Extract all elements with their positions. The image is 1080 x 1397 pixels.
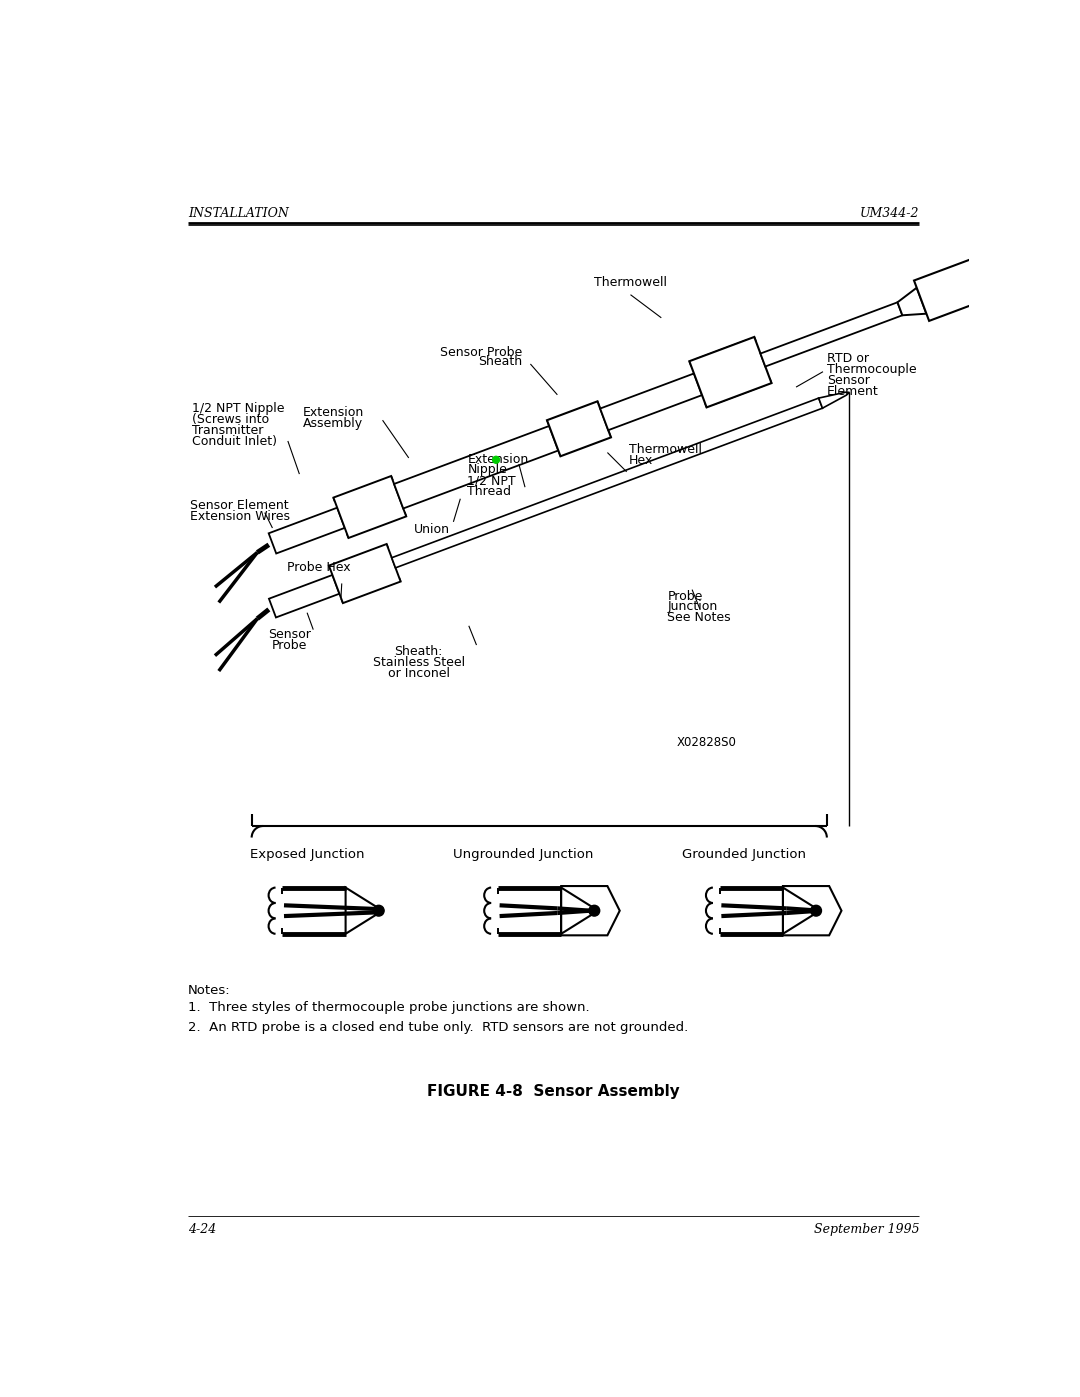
Text: UM344-2: UM344-2 xyxy=(860,207,919,219)
Text: Sheath: Sheath xyxy=(478,355,523,367)
Polygon shape xyxy=(783,887,820,933)
Polygon shape xyxy=(269,576,339,617)
Text: Ungrounded Junction: Ungrounded Junction xyxy=(453,848,593,861)
Text: Probe Hex: Probe Hex xyxy=(287,562,351,574)
Text: Conduit Inlet): Conduit Inlet) xyxy=(191,434,276,448)
Text: 1.  Three styles of thermocouple probe junctions are shown.: 1. Three styles of thermocouple probe ju… xyxy=(188,1000,590,1014)
Text: Notes:: Notes: xyxy=(188,983,230,997)
Text: Sensor: Sensor xyxy=(268,629,311,641)
Polygon shape xyxy=(600,373,702,430)
Text: RTD or: RTD or xyxy=(827,352,868,366)
Text: X02828S0: X02828S0 xyxy=(677,736,737,749)
Text: See Notes: See Notes xyxy=(667,610,731,624)
Polygon shape xyxy=(546,401,611,457)
Text: Extension Wires: Extension Wires xyxy=(190,510,291,522)
Text: INSTALLATION: INSTALLATION xyxy=(188,207,288,219)
Text: Sensor Probe: Sensor Probe xyxy=(441,345,523,359)
Text: Thermowell: Thermowell xyxy=(594,275,667,289)
Circle shape xyxy=(374,905,384,916)
Circle shape xyxy=(811,905,822,916)
Text: 4-24: 4-24 xyxy=(188,1222,216,1235)
Text: (Screws into: (Screws into xyxy=(191,414,269,426)
Text: Grounded Junction: Grounded Junction xyxy=(683,848,807,861)
Text: Nipple: Nipple xyxy=(468,464,508,476)
Circle shape xyxy=(492,457,499,464)
Text: Thread: Thread xyxy=(468,485,511,497)
Polygon shape xyxy=(914,253,1001,321)
Polygon shape xyxy=(689,337,771,408)
Text: 1/2 NPT Nipple: 1/2 NPT Nipple xyxy=(191,402,284,415)
Text: Element: Element xyxy=(827,384,879,398)
Text: Sensor Element: Sensor Element xyxy=(190,499,288,511)
Polygon shape xyxy=(562,886,620,936)
Text: FIGURE 4-8  Sensor Assembly: FIGURE 4-8 Sensor Assembly xyxy=(427,1084,680,1099)
Polygon shape xyxy=(562,887,598,933)
Text: Probe: Probe xyxy=(272,638,307,652)
Text: Probe: Probe xyxy=(667,590,703,602)
Text: September 1995: September 1995 xyxy=(813,1222,919,1235)
Polygon shape xyxy=(819,393,850,408)
Text: 1/2 NPT: 1/2 NPT xyxy=(468,474,516,488)
Text: Assembly: Assembly xyxy=(303,418,363,430)
Polygon shape xyxy=(269,507,345,553)
Text: Union: Union xyxy=(414,524,450,536)
Text: 2.  An RTD probe is a closed end tube only.  RTD sensors are not grounded.: 2. An RTD probe is a closed end tube onl… xyxy=(188,1021,688,1034)
Polygon shape xyxy=(1048,224,1080,263)
Polygon shape xyxy=(346,887,382,933)
Text: Extension: Extension xyxy=(468,453,528,465)
Text: Stainless Steel: Stainless Steel xyxy=(373,655,464,669)
Polygon shape xyxy=(783,886,841,936)
Text: Thermowell: Thermowell xyxy=(629,443,702,457)
Text: Sensor: Sensor xyxy=(827,374,869,387)
Text: Hex: Hex xyxy=(629,454,653,467)
Polygon shape xyxy=(394,426,558,509)
Text: or Inconel: or Inconel xyxy=(388,666,449,679)
Text: Exposed Junction: Exposed Junction xyxy=(249,848,364,861)
Circle shape xyxy=(589,905,599,916)
Text: Extension: Extension xyxy=(303,407,365,419)
Polygon shape xyxy=(392,398,823,567)
Text: Transmitter: Transmitter xyxy=(191,425,262,437)
Text: Junction: Junction xyxy=(667,601,718,613)
Polygon shape xyxy=(334,476,406,538)
Text: Sheath:: Sheath: xyxy=(394,645,443,658)
Polygon shape xyxy=(329,543,401,604)
Text: Thermocouple: Thermocouple xyxy=(827,363,917,376)
Polygon shape xyxy=(760,302,903,366)
Polygon shape xyxy=(897,288,927,316)
Polygon shape xyxy=(986,233,1056,293)
